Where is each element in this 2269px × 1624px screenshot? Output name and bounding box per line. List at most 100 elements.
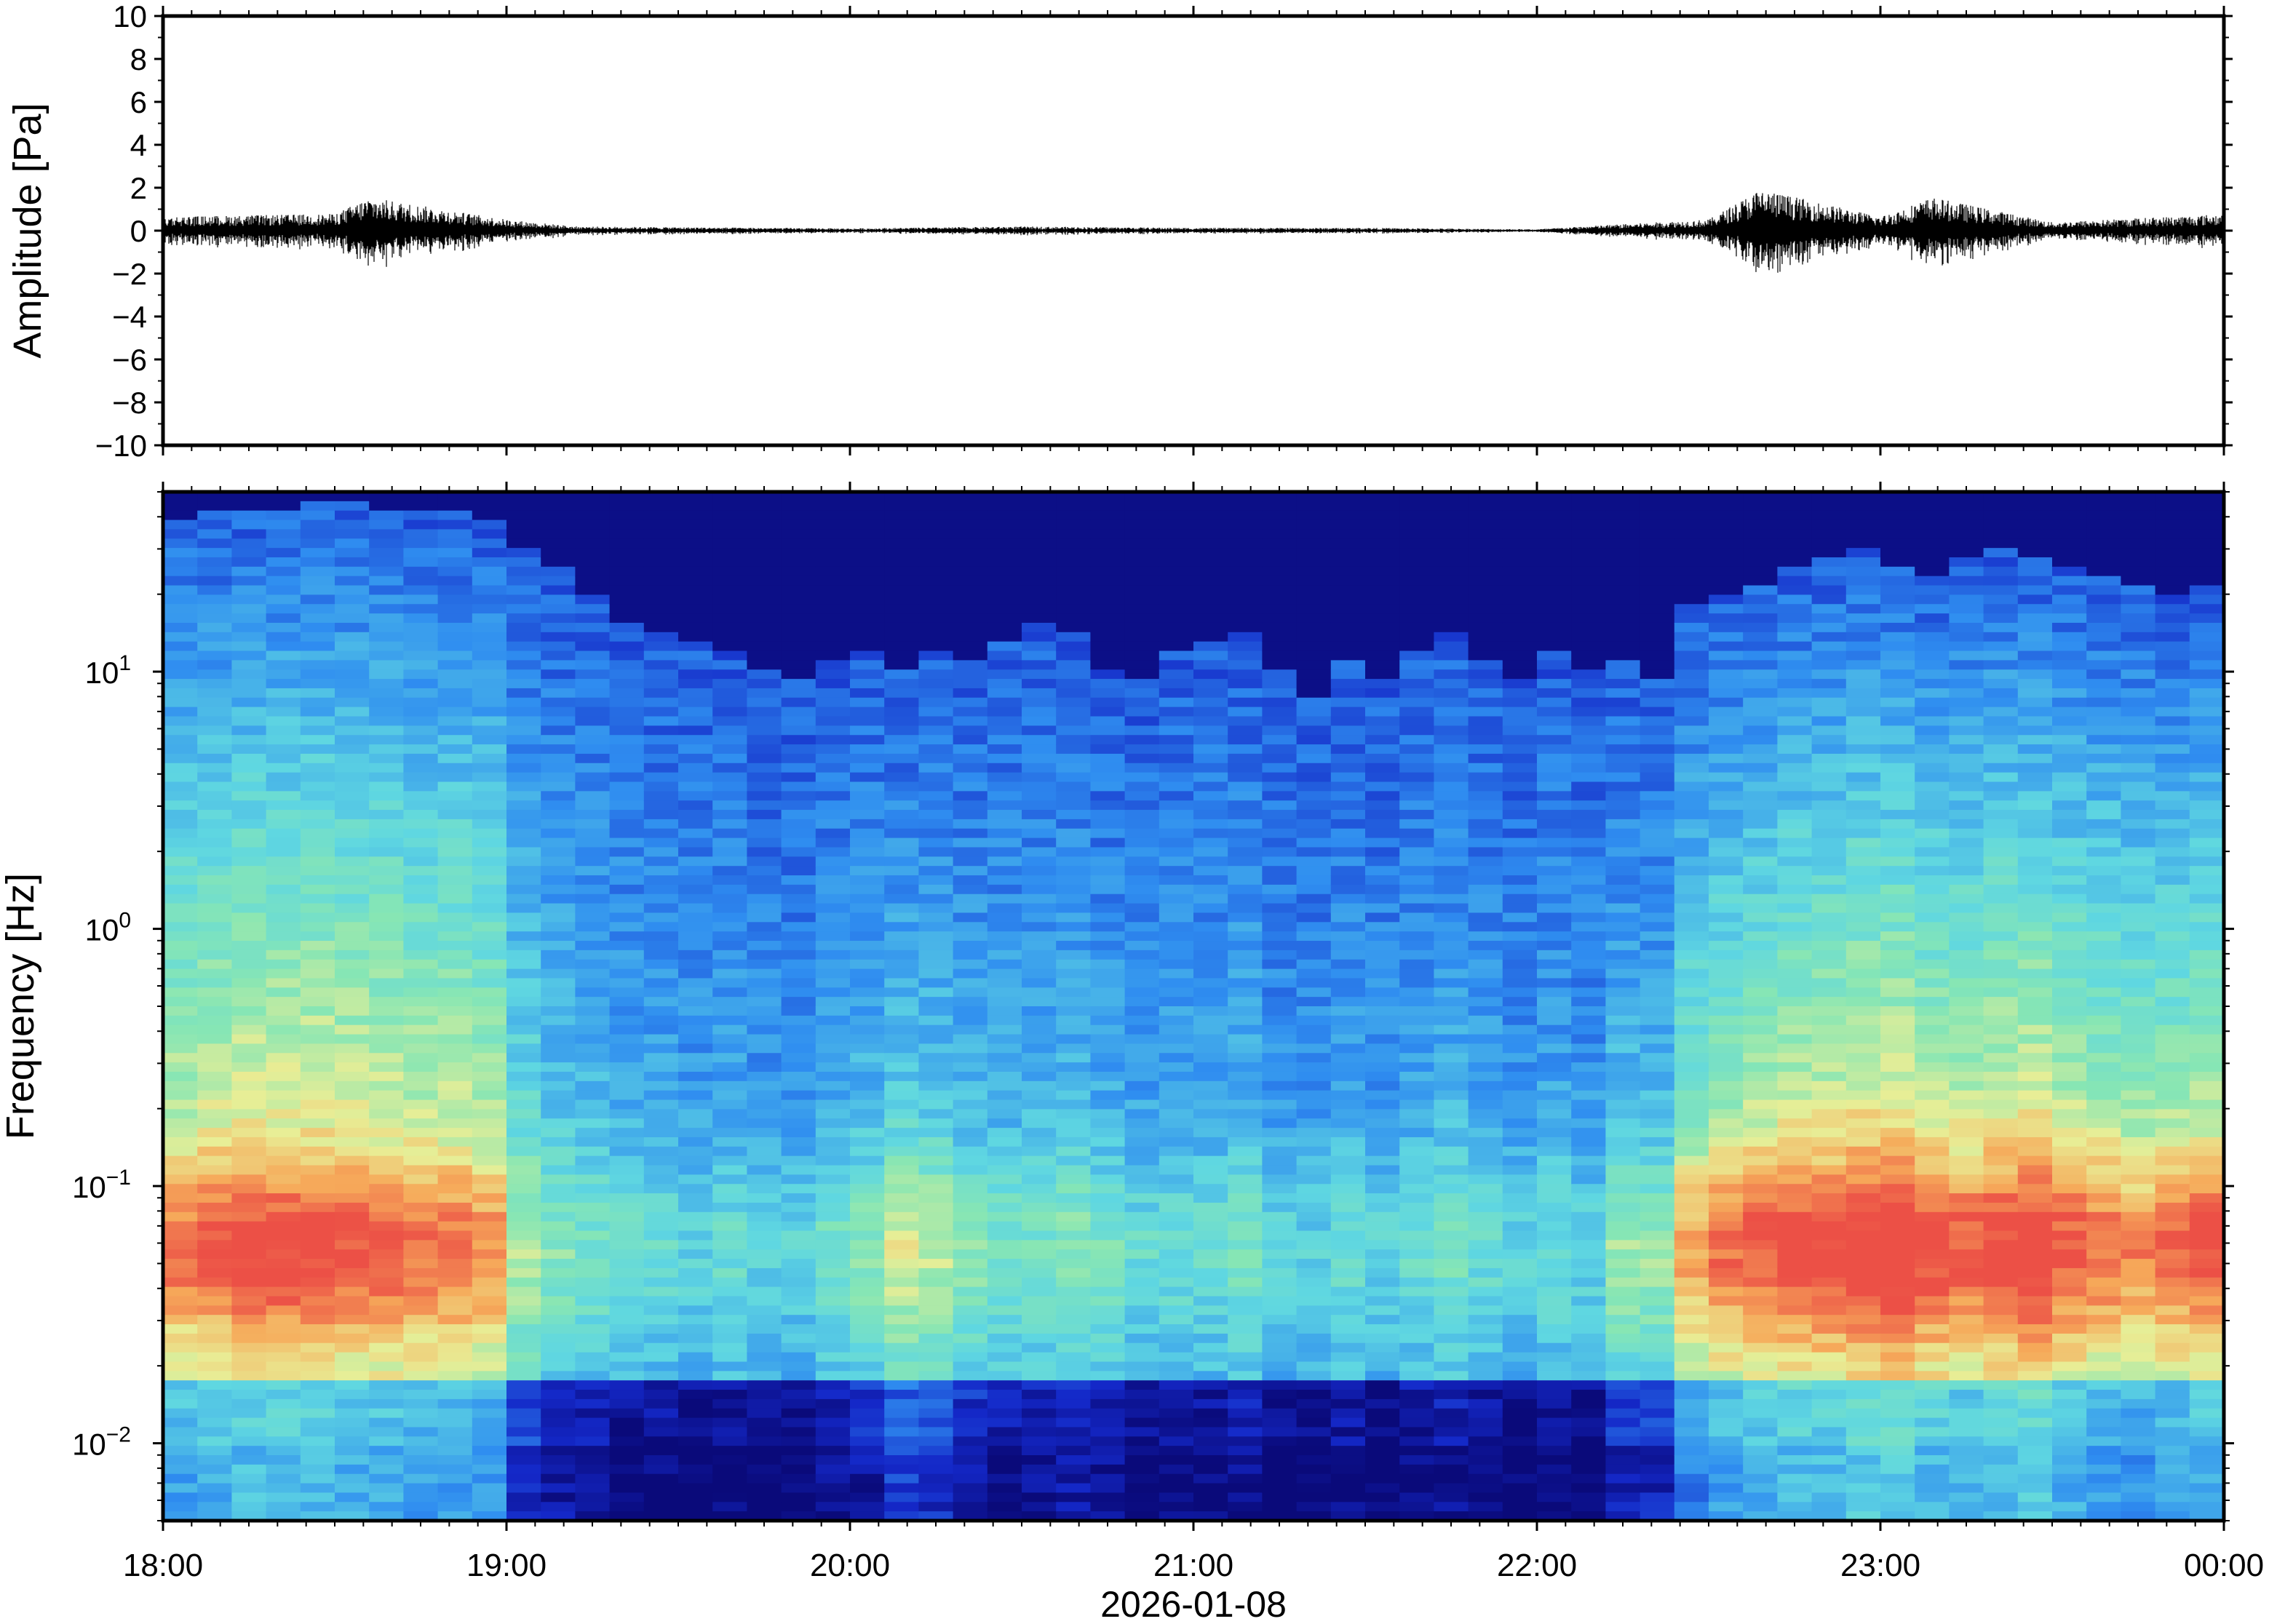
spectrogram-cell [1124,781,1160,792]
spectrogram-cell [1262,837,1298,848]
spectrogram-cell [1399,1446,1435,1456]
spectrogram-cell [1640,576,1675,586]
spectrogram-cell [1537,538,1572,549]
spectrogram-cell [369,632,405,642]
spectrogram-cell [1330,1128,1366,1138]
spectrogram-cell [506,1455,541,1465]
spectrogram-cell [1056,875,1092,885]
spectrogram-cell [403,1473,439,1484]
spectrogram-cell [712,1221,748,1232]
spectrogram-cell [1296,1043,1332,1054]
spectrogram-cell [335,1352,370,1363]
spectrogram-cell [1468,781,1503,792]
spectrogram-cell [712,1155,748,1166]
spectrogram-cell [1399,1427,1435,1438]
spectrogram-cell [506,1464,541,1475]
spectrogram-cell [506,1398,541,1409]
spectrogram-cell [163,968,198,979]
spectrogram-cell [1640,819,1675,829]
spectrogram-cell [850,837,885,848]
spectrogram-cell [575,837,611,848]
spectrogram-cell [1022,753,1057,764]
spectrogram-cell [472,679,507,689]
spectrogram-cell [369,548,405,558]
spectrogram-cell [678,987,713,998]
spectrogram-cell [1228,763,1263,773]
spectrogram-cell [609,997,645,1007]
spectrogram-cell [231,1249,267,1259]
spectrogram-cell [1502,856,1538,867]
spectrogram-cell [815,856,851,867]
spectrogram-cell [1399,1333,1435,1344]
spectrogram-cell [1090,875,1126,885]
spectrogram-cell [678,1361,713,1372]
spectrogram-cell [1605,1090,1641,1101]
spectrogram-cell [1571,866,1607,876]
spectrogram-cell [1159,1361,1194,1372]
spectrogram-cell [1262,959,1298,970]
spectrogram-cell [1262,725,1298,736]
spectrogram-cell [1537,1436,1572,1446]
spectrogram-cell [1502,912,1538,923]
spectrogram-cell [1296,810,1332,820]
spectrogram-cell [575,1165,611,1176]
spectrogram-cell [1434,903,1469,914]
spectrogram-cell [712,1361,748,1372]
spectrogram-cell [1159,697,1194,708]
spectrogram-cell [163,1398,198,1409]
spectrogram-cell [1022,1371,1057,1381]
spectrogram-cell [884,1109,920,1120]
spectrogram-cell [266,1417,301,1428]
spectrogram-cell [197,529,233,540]
spectrogram-cell [369,791,405,801]
spectrogram-cell [266,1446,301,1456]
spectrogram-cell [437,1315,473,1325]
spectrogram-cell [643,1305,679,1315]
spectrogram-cell [1365,1352,1400,1363]
spectrogram-cell [1124,1277,1160,1288]
spectrogram-cell [850,1305,885,1315]
spectrogram-cell [163,604,198,614]
spectrogram-cell [1022,847,1057,858]
spectrogram-cell [1296,903,1332,914]
spectrogram-cell [1330,669,1366,680]
spectrogram-cell [403,800,439,811]
spectrogram-cell [472,1165,507,1176]
spectrogram-cell [197,884,233,895]
spectrogram-cell [335,735,370,745]
spectrogram-cell [1399,585,1435,596]
spectrogram-cell [747,1511,782,1521]
spectrogram-cell [369,1342,405,1353]
spectrogram-cell [369,735,405,745]
spectrogram-cell [1605,1315,1641,1325]
spectrogram-cell [1022,1305,1057,1315]
spectrogram-cell [747,744,782,755]
spectrogram-cell [369,1446,405,1456]
spectrogram-cell [541,604,576,614]
spectrogram-cell [1605,837,1641,848]
spectrogram-cell [472,1230,507,1241]
spectrogram-cell [953,576,988,586]
spectrogram-cell [1090,903,1126,914]
spectrogram-cell [266,744,301,755]
spectrogram-cell [472,1492,507,1503]
spectrogram-cell [1056,1137,1092,1147]
spectrogram-cell [712,697,748,708]
spectrogram-cell [437,763,473,773]
spectrogram-cell [609,679,645,689]
spectrogram-cell [1193,1502,1228,1512]
spectrogram-cell [1056,650,1092,661]
spectrogram-cell [506,950,541,960]
spectrogram-cell [1159,875,1194,885]
spectrogram-cell [918,819,954,829]
spectrogram-cell [369,763,405,773]
spectrogram-cell [403,1417,439,1428]
spectrogram-cell [643,1053,679,1063]
spectrogram-cell [609,1502,645,1512]
spectrogram-cell [1434,1296,1469,1307]
spectrogram-cell [1124,800,1160,811]
spectrogram-cell [1159,1398,1194,1409]
spectrogram-cell [1365,1427,1400,1438]
spectrogram-cell [1296,997,1332,1007]
spectrogram-cell [850,1315,885,1325]
